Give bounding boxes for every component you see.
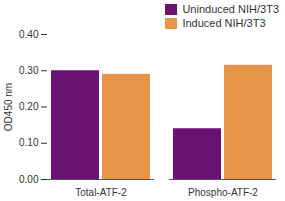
html-text:Uninduced NIH/3T3: Uninduced NIH/3T3 xyxy=(182,3,279,15)
svg-text:0.40: 0.40 xyxy=(19,29,39,40)
svg-text:0.10: 0.10 xyxy=(19,137,39,148)
svg-text:0.20: 0.20 xyxy=(19,101,39,112)
svg-text:Phospho-ATF-2: Phospho-ATF-2 xyxy=(188,187,258,198)
svg-text:OD450 nm: OD450 nm xyxy=(3,83,14,131)
svg-text:0.00: 0.00 xyxy=(19,174,39,185)
svg-text:Total-ATF-2: Total-ATF-2 xyxy=(75,187,127,198)
svg-text:0.30: 0.30 xyxy=(19,65,39,76)
html-text:Induced NIH/3T3: Induced NIH/3T3 xyxy=(182,17,266,29)
